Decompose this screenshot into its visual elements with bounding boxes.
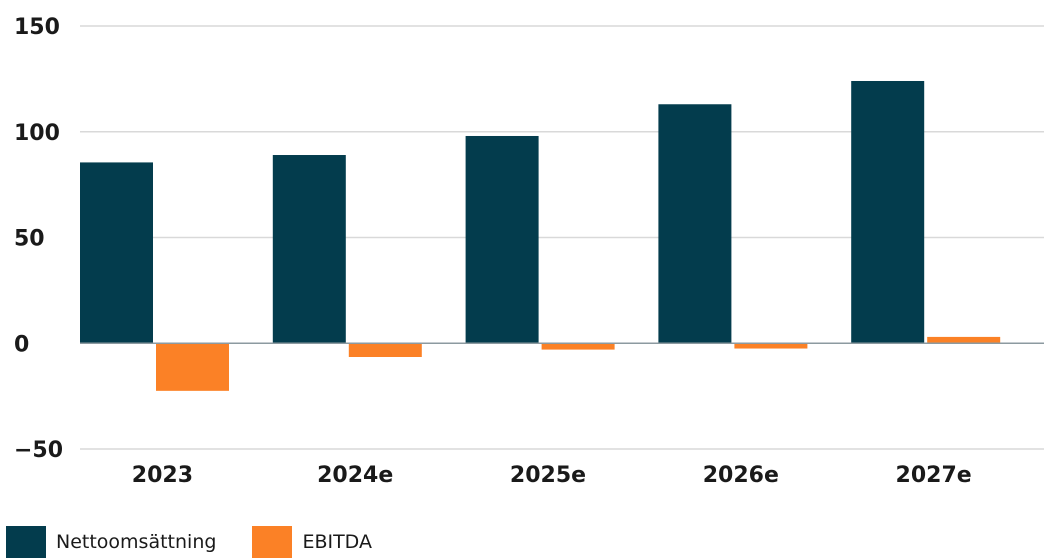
bar-nettoomsattning-2024e — [272, 155, 346, 344]
bar-nettoomsattning-2023 — [80, 162, 153, 344]
x-tick-label: 2026e — [703, 463, 779, 488]
legend-item-ebitda: EBITDA — [252, 526, 372, 558]
bar-ebitda-2026e — [734, 343, 808, 349]
legend: Nettoomsättning EBITDA — [6, 526, 408, 558]
bar-ebitda-2024e — [348, 343, 422, 357]
y-tick-label: −50 — [14, 438, 63, 463]
y-tick-label: 0 — [14, 332, 29, 357]
bar-chart: 150 100 50 0 −50 2023 2024e 2025e 2026e 2027e — [14, 15, 1044, 488]
bar-nettoomsattning-2025e — [465, 135, 539, 344]
x-tick-label: 2023 — [132, 463, 193, 488]
bar-ebitda-2025e — [541, 343, 615, 350]
legend-swatch-ebitda — [252, 526, 293, 558]
bar-ebitda-2027e — [927, 336, 1001, 344]
bar-nettoomsattning-2027e — [851, 80, 925, 344]
x-tick-label: 2024e — [317, 463, 393, 488]
y-tick-label: 50 — [14, 227, 45, 252]
bar-ebitda-2023 — [156, 343, 229, 391]
y-tick-label: 150 — [14, 15, 60, 40]
legend-label-ebitda: EBITDA — [302, 531, 372, 553]
legend-swatch-nettoomsattning — [6, 526, 46, 558]
y-tick-label: 100 — [14, 121, 60, 146]
x-tick-label: 2025e — [510, 463, 586, 488]
bar-nettoomsattning-2026e — [658, 104, 732, 344]
legend-item-nettoomsattning: Nettoomsättning — [6, 526, 216, 558]
legend-label-nettoomsattning: Nettoomsättning — [56, 531, 217, 553]
x-tick-label: 2027e — [896, 463, 972, 488]
